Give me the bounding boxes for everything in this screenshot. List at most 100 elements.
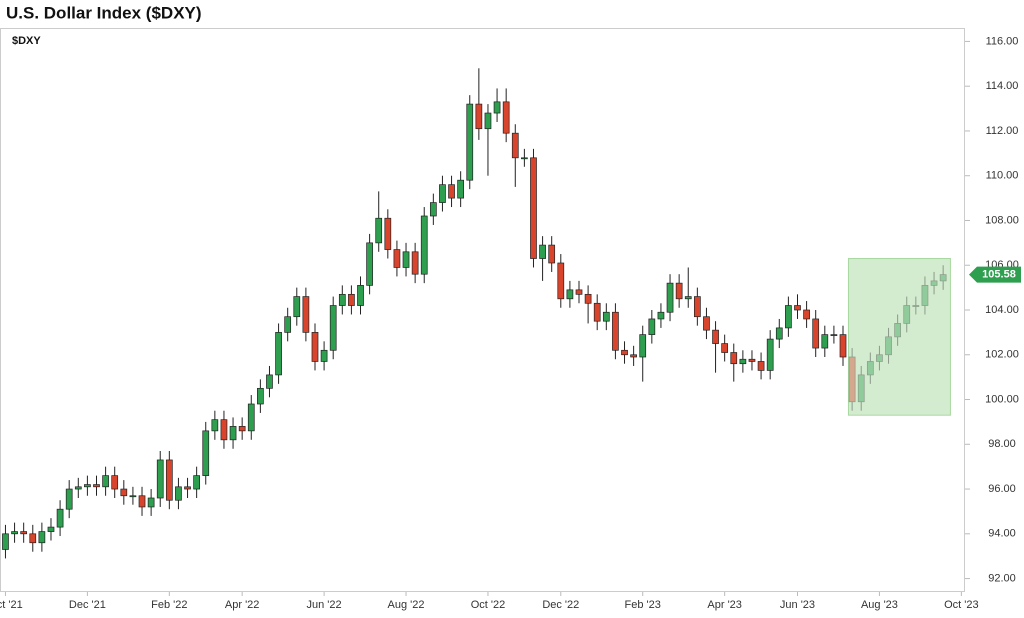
y-tick-label: 100.00 [985, 393, 1019, 405]
candle [439, 175, 446, 212]
candle-body [866, 361, 874, 376]
candle [138, 486, 146, 516]
candle [475, 68, 483, 140]
candle [302, 287, 310, 342]
candle-body [348, 293, 355, 306]
candle-body [338, 293, 346, 306]
candle [721, 334, 729, 362]
candle [156, 451, 164, 507]
candle-body [684, 296, 692, 300]
candle-body [566, 289, 574, 300]
candle-body [630, 354, 637, 358]
y-tick-label: 98.00 [988, 438, 1016, 450]
candle [794, 294, 801, 319]
y-tick-label: 104.00 [985, 304, 1019, 316]
candle [775, 318, 783, 349]
x-tick-label: Feb '23 [625, 599, 661, 611]
candle-body [38, 531, 46, 544]
candle-body [693, 296, 701, 318]
last-price-tag [969, 266, 1021, 283]
candle [238, 417, 246, 440]
candle [266, 365, 273, 398]
candle-body [93, 484, 100, 488]
candle-body [266, 374, 273, 389]
candle-body [666, 282, 674, 313]
candle [384, 209, 392, 259]
candle-body [47, 526, 55, 532]
candle-body [238, 426, 246, 432]
candle [876, 345, 883, 371]
candle-body [457, 179, 465, 199]
candle [584, 285, 592, 324]
candle-body [830, 334, 838, 336]
candle [539, 236, 546, 281]
y-tick-label: 110.00 [986, 170, 1019, 182]
candle-body [375, 217, 383, 244]
candle [47, 518, 55, 541]
x-tick-label: Oct '23 [944, 599, 979, 611]
candle [848, 348, 856, 411]
candle-body [147, 497, 155, 508]
candle-body [885, 336, 892, 356]
candle [357, 276, 364, 315]
candle [739, 350, 747, 373]
candle [338, 285, 346, 315]
candle-body [466, 103, 474, 181]
x-tick-label: Jun '23 [780, 599, 815, 611]
candle [921, 276, 929, 315]
candle [184, 477, 191, 498]
candle [748, 350, 756, 371]
candle [202, 421, 210, 485]
candle-body [712, 329, 719, 344]
candle-body [475, 103, 483, 130]
candle-body [211, 419, 219, 432]
candle [311, 323, 319, 371]
candle-body [839, 334, 847, 358]
candle [894, 314, 901, 346]
candle-body [138, 495, 146, 508]
candle-body [739, 358, 747, 365]
candle [511, 124, 519, 187]
candle-body [257, 387, 264, 405]
candle-body [557, 262, 565, 300]
x-tick-label: Dec '21 [69, 599, 106, 611]
candle-body [648, 318, 656, 335]
candle-body [675, 282, 683, 300]
y-tick-label: 102.00 [985, 349, 1019, 361]
candle-body [602, 311, 610, 322]
candle [229, 417, 237, 449]
candle [193, 466, 200, 498]
y-tick-label: 96.00 [988, 483, 1016, 495]
candle-body [721, 343, 729, 353]
candle [20, 522, 28, 543]
chart-title: U.S. Dollar Index ($DXY) [6, 3, 202, 22]
x-tick-label: Apr '22 [225, 599, 260, 611]
candle-body [775, 327, 783, 340]
x-tick-label: Aug '22 [388, 599, 425, 611]
candle-body [748, 358, 756, 362]
candle-body [193, 475, 200, 490]
candle [803, 301, 810, 328]
candle-body [320, 349, 328, 362]
candle [857, 365, 865, 411]
candle [575, 280, 583, 304]
candle [402, 242, 410, 277]
candle [493, 88, 501, 122]
y-tick-label: 108.00 [985, 214, 1019, 226]
candle-body [411, 251, 419, 275]
candle [247, 395, 255, 440]
candle [320, 341, 328, 371]
x-tick-label: Apr '23 [707, 599, 742, 611]
candle-body [29, 533, 37, 544]
candle-body [184, 486, 191, 490]
candle-body [111, 475, 119, 490]
candle [684, 267, 692, 308]
candle [175, 477, 182, 510]
candle [211, 410, 219, 440]
candle [766, 330, 774, 380]
y-tick-label: 114.00 [986, 80, 1019, 92]
candle [393, 240, 401, 277]
candle [38, 522, 46, 552]
y-tick-label: 116.00 [986, 35, 1019, 47]
